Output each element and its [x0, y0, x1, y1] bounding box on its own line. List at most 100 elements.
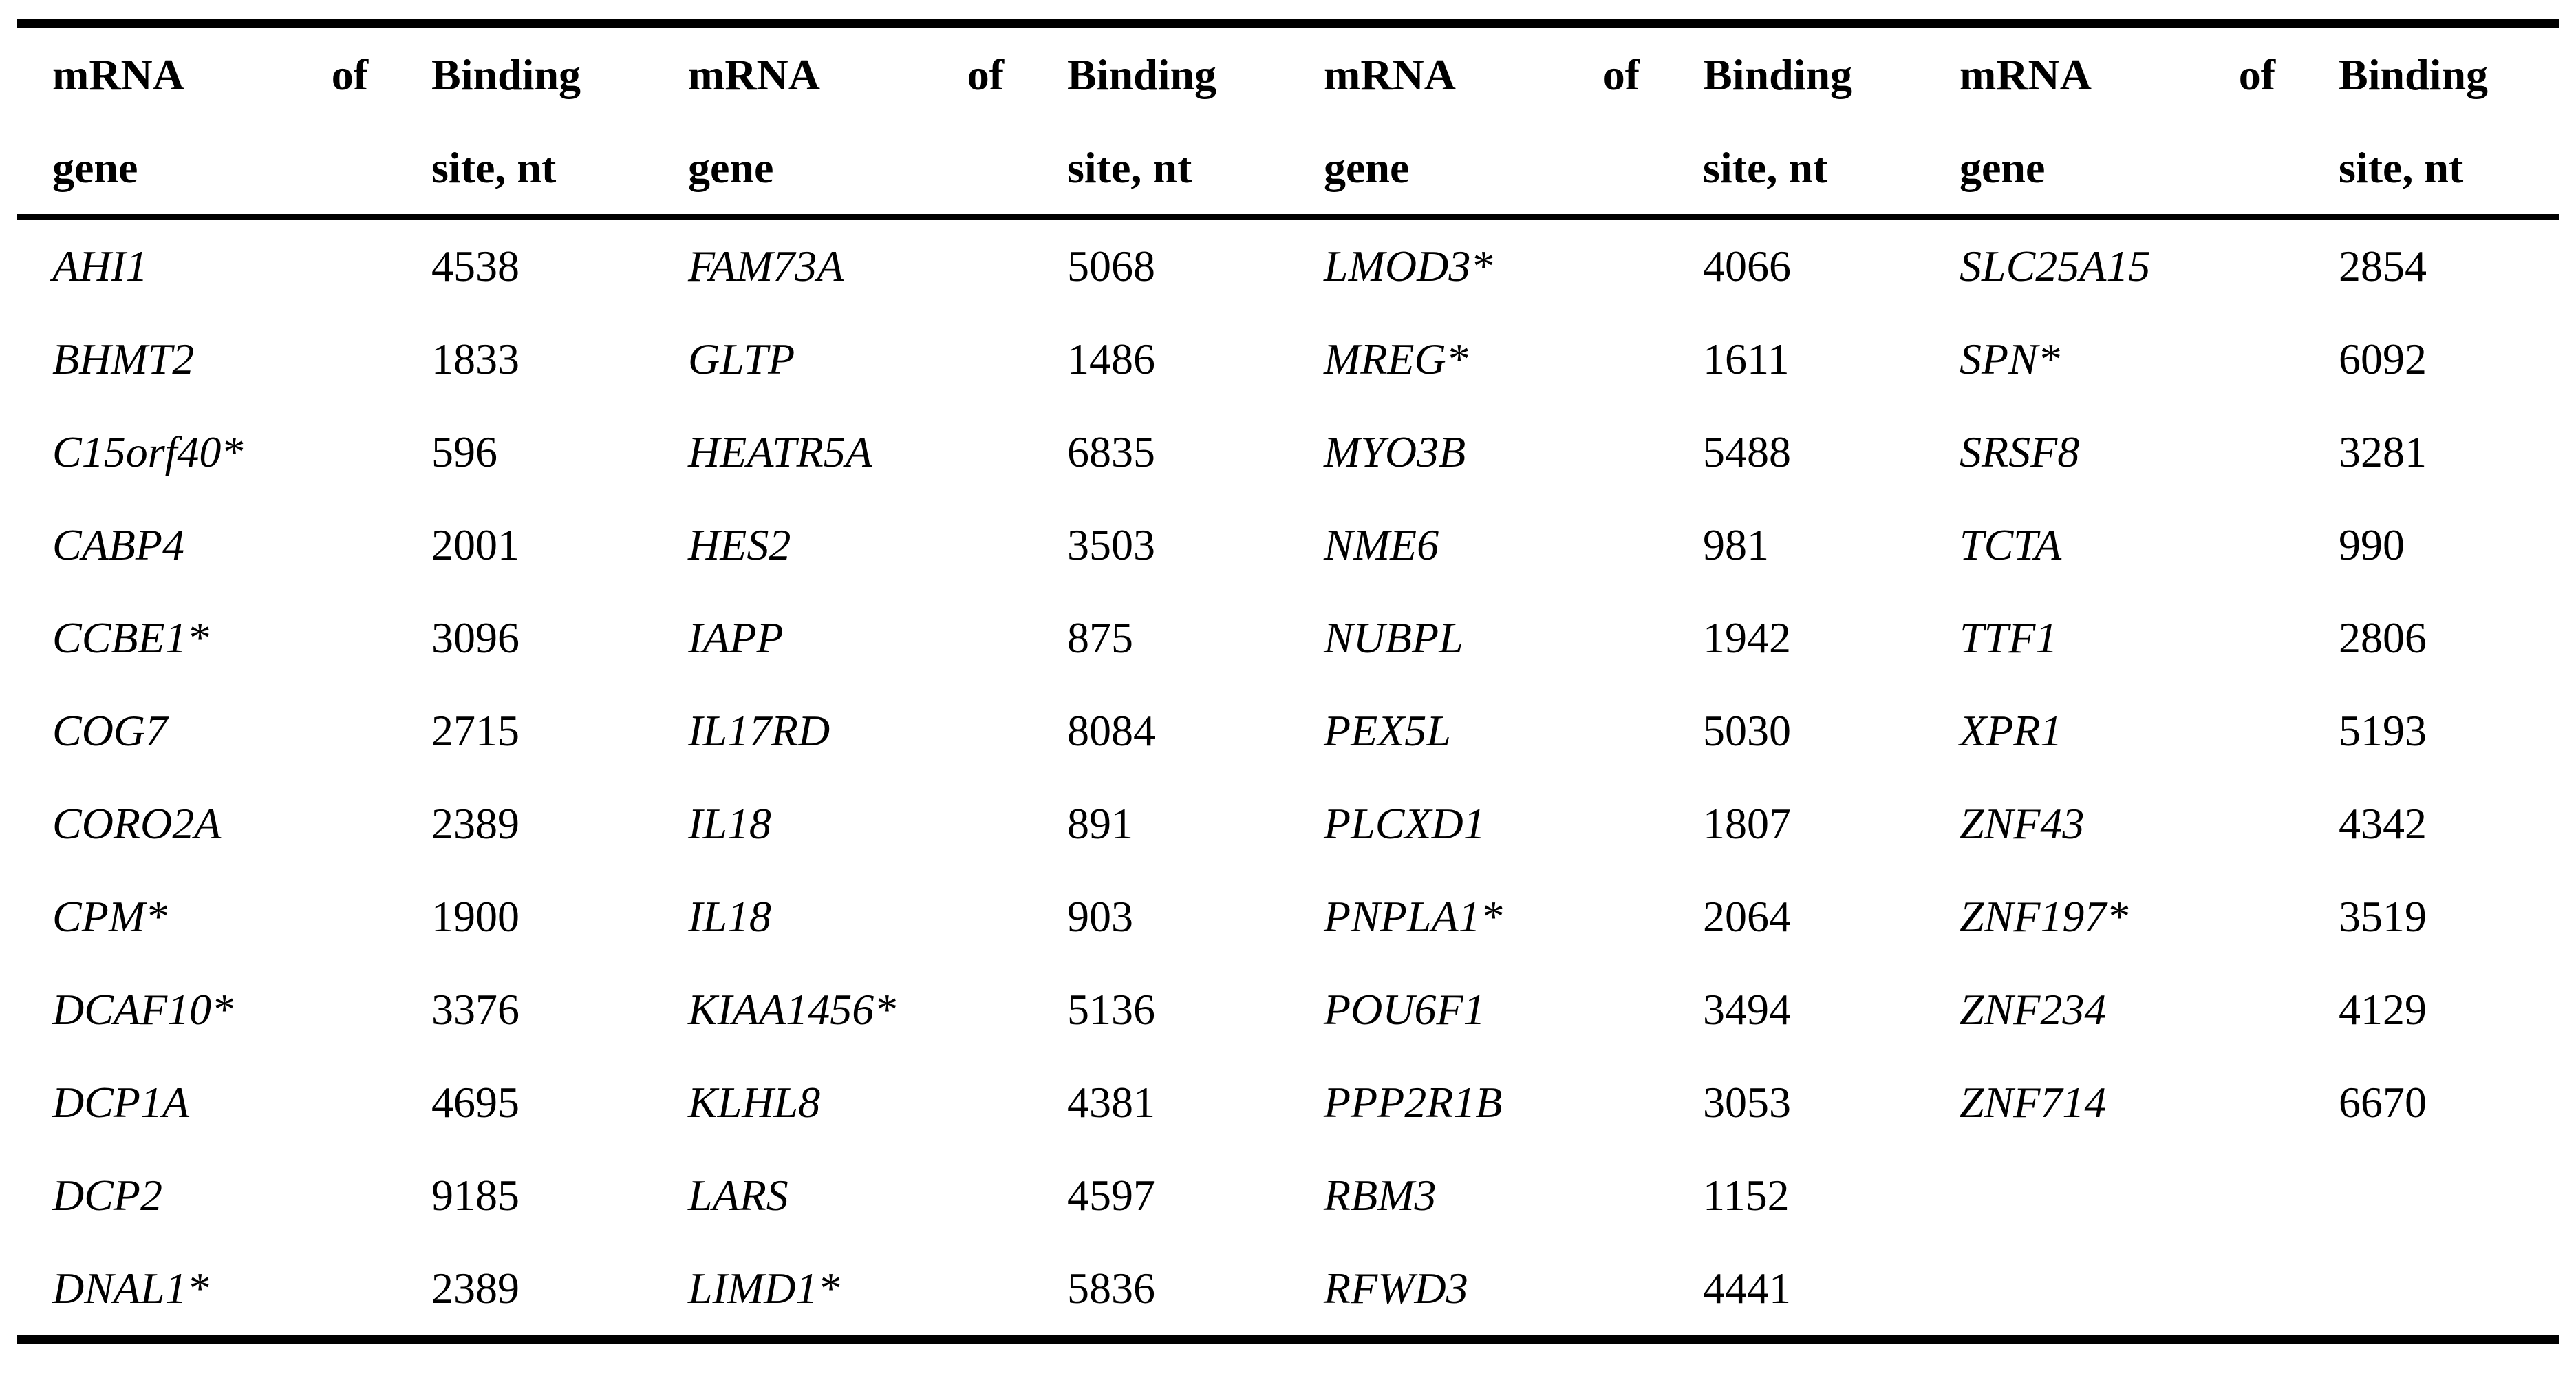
table-row: CABP4 2001 HES2 3503 NME6 981 TCTA 990 [17, 498, 2559, 591]
gene-cell: POU6F1 [1324, 984, 1485, 1034]
site-header-line2: site, nt [1067, 143, 1192, 192]
gene-cell: TCTA [1960, 520, 2062, 569]
site-cell: 1942 [1703, 613, 1791, 662]
site-cell: 2064 [1703, 891, 1791, 941]
site-column-header-3: Binding site, nt [1667, 23, 1924, 220]
site-cell: 3519 [2339, 891, 2427, 941]
gene-column-header-4: mRNA of gene [1924, 23, 2303, 220]
gene-header-line2: gene [688, 143, 774, 192]
gene-cell: SPN* [1960, 334, 2060, 383]
gene-header-word2: of [1602, 50, 1640, 99]
site-cell: 5068 [1067, 241, 1155, 290]
gene-header-line2: gene [52, 143, 138, 192]
site-cell: 1807 [1703, 798, 1791, 848]
site-cell [2303, 1242, 2559, 1339]
gene-cell: BHMT2 [52, 334, 195, 383]
site-header-line1: Binding [431, 50, 581, 99]
gene-cell: SRSF8 [1960, 427, 2080, 476]
binding-sites-table-wrapper: mRNA of gene Binding site, nt mRNA of ge… [17, 19, 2559, 1344]
site-cell: 1152 [1703, 1170, 1790, 1220]
table-row: DCP1A 4695 KLHL8 4381 PPP2R1B 3053 ZNF714 6670 [17, 1056, 2559, 1149]
site-cell: 5030 [1703, 705, 1791, 755]
site-cell: 4538 [431, 241, 519, 290]
site-cell: 3494 [1703, 984, 1791, 1034]
table-row: AHI1 4538 FAM73A 5068 LMOD3* 4066 SLC25A15 2854 [17, 217, 2559, 312]
gene-cell: LARS [688, 1170, 788, 1220]
gene-cell: MREG* [1324, 334, 1468, 383]
site-cell: 9185 [431, 1170, 519, 1220]
table-row: CORO2A 2389 IL18 891 PLCXD1 1807 ZNF43 4342 [17, 777, 2559, 870]
site-cell: 2806 [2339, 613, 2427, 662]
gene-cell: CABP4 [52, 520, 184, 569]
gene-cell: ZNF197* [1960, 891, 2129, 941]
gene-cell: ZNF43 [1960, 798, 2085, 848]
gene-cell [1924, 1149, 2303, 1242]
site-cell: 3376 [431, 984, 519, 1034]
site-cell: 4441 [1703, 1263, 1791, 1313]
site-cell: 2001 [431, 520, 519, 569]
site-cell: 2389 [431, 798, 519, 848]
site-cell: 8084 [1067, 705, 1155, 755]
site-cell: 5836 [1067, 1263, 1155, 1313]
gene-cell: DCAF10* [52, 984, 234, 1034]
gene-cell: XPR1 [1960, 705, 2063, 755]
table-row: COG7 2715 IL17RD 8084 PEX5L 5030 XPR1 5193 [17, 684, 2559, 777]
gene-cell: DCP2 [52, 1170, 162, 1220]
gene-cell: RFWD3 [1324, 1263, 1468, 1313]
binding-sites-table: mRNA of gene Binding site, nt mRNA of ge… [17, 19, 2559, 1344]
gene-header-word2: of [331, 50, 368, 99]
site-cell: 3281 [2339, 427, 2427, 476]
gene-header-word2: of [967, 50, 1004, 99]
gene-cell: IL17RD [688, 705, 830, 755]
site-header-line1: Binding [2339, 50, 2489, 99]
header-row: mRNA of gene Binding site, nt mRNA of ge… [17, 23, 2559, 220]
site-cell: 4066 [1703, 241, 1791, 290]
site-cell: 1611 [1703, 334, 1790, 383]
gene-header-word2: of [2238, 50, 2275, 99]
table-row: C15orf40* 596 HEATR5A 6835 MYO3B 5488 SRSF8 328… [17, 405, 2559, 498]
site-cell: 1833 [431, 334, 519, 383]
site-cell [2303, 1149, 2559, 1242]
gene-cell: IL18 [688, 891, 771, 941]
gene-cell: LIMD1* [688, 1263, 840, 1313]
site-cell: 4695 [431, 1077, 519, 1127]
site-cell: 3096 [431, 613, 519, 662]
gene-cell: SLC25A15 [1960, 241, 2151, 290]
gene-cell: DNAL1* [52, 1263, 209, 1313]
site-cell: 4342 [2339, 798, 2427, 848]
site-header-line1: Binding [1067, 50, 1217, 99]
gene-cell: MYO3B [1324, 427, 1466, 476]
gene-header-word1: mRNA [52, 50, 184, 99]
gene-header-word1: mRNA [1960, 50, 2092, 99]
gene-header-word1: mRNA [1324, 50, 1456, 99]
gene-column-header-3: mRNA of gene [1288, 23, 1667, 220]
gene-cell: IL18 [688, 798, 771, 848]
site-header-line2: site, nt [1703, 143, 1828, 192]
gene-cell: CPM* [52, 891, 168, 941]
site-cell: 4129 [2339, 984, 2427, 1034]
gene-cell: CCBE1* [52, 613, 209, 662]
gene-cell: HES2 [688, 520, 791, 569]
gene-cell: KLHL8 [688, 1077, 821, 1127]
gene-cell: DCP1A [52, 1077, 190, 1127]
site-cell: 891 [1067, 798, 1133, 848]
site-header-line1: Binding [1703, 50, 1853, 99]
site-cell: 5193 [2339, 705, 2427, 755]
gene-cell: PPP2R1B [1324, 1077, 1503, 1127]
table-row: DCP2 9185 LARS 4597 RBM3 1152 [17, 1149, 2559, 1242]
site-cell: 6835 [1067, 427, 1155, 476]
site-cell: 981 [1703, 520, 1769, 569]
gene-cell: IAPP [688, 613, 784, 662]
gene-cell: ZNF234 [1960, 984, 2107, 1034]
gene-header-word1: mRNA [688, 50, 820, 99]
gene-cell: COG7 [52, 705, 168, 755]
gene-column-header-1: mRNA of gene [17, 23, 396, 220]
site-cell: 1900 [431, 891, 519, 941]
site-column-header-4: Binding site, nt [2303, 23, 2559, 220]
site-cell: 5488 [1703, 427, 1791, 476]
gene-cell: LMOD3* [1324, 241, 1493, 290]
gene-cell: HEATR5A [688, 427, 872, 476]
gene-cell: FAM73A [688, 241, 844, 290]
gene-cell [1924, 1242, 2303, 1339]
gene-header-line2: gene [1960, 143, 2046, 192]
